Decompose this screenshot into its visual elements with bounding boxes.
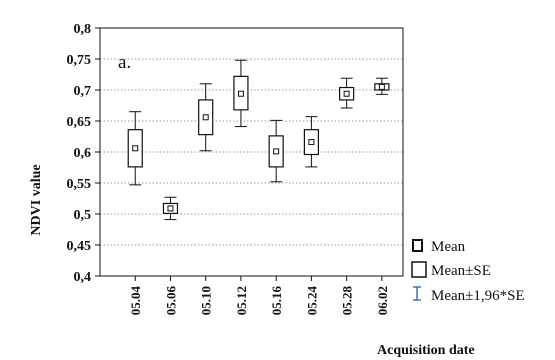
y-axis-label: NDVI value [29, 164, 44, 235]
x-axis-label: Acquisition date [377, 343, 475, 358]
y-tick-label: 0,5 [74, 208, 92, 223]
mean-marker [273, 148, 280, 155]
series-boxes [127, 59, 390, 221]
legend-label-ci: Mean±1,96*SE [431, 288, 525, 304]
mean-marker [308, 139, 315, 146]
box-05.28 [339, 77, 355, 109]
y-axis: 0,4 0,45 0,5 0,55 0,6 0,65 0,7 0,75 0,8 [67, 22, 100, 285]
y-tick-label: 0,8 [74, 22, 92, 37]
x-tick-label: 06.02 [375, 286, 390, 315]
y-tick-label: 0,65 [67, 115, 92, 130]
legend: Mean Mean±SE Mean±1,96*SE [411, 239, 525, 304]
box-05.10 [198, 83, 214, 152]
box-05.04 [127, 111, 143, 186]
mean-marker [132, 145, 139, 152]
mean-marker [378, 83, 385, 90]
x-tick-label: 05.04 [128, 286, 143, 316]
x-tick-label: 05.06 [163, 286, 178, 316]
y-tick-label: 0,6 [74, 146, 92, 161]
legend-mean-symbol [412, 239, 423, 252]
box-05.06 [162, 196, 179, 221]
mean-marker [202, 114, 209, 121]
panel-label: a. [118, 52, 131, 73]
legend-whisker-symbol [413, 286, 421, 301]
x-tick-label: 05.12 [234, 286, 249, 315]
y-tick-label: 0,55 [67, 177, 92, 192]
y-tick-label: 0,4 [74, 270, 92, 285]
legend-label-se: Mean±SE [431, 263, 491, 279]
mean-marker [237, 90, 244, 97]
legend-label-mean: Mean [431, 239, 466, 255]
mean-marker [167, 205, 174, 212]
x-tick-label: 05.28 [340, 286, 355, 316]
y-tick-label: 0,45 [67, 239, 92, 254]
x-tick-label: 05.10 [199, 286, 214, 315]
grid-lines [100, 58, 403, 246]
y-tick-label: 0,7 [74, 84, 92, 99]
mean-marker [343, 90, 350, 97]
x-axis: 05.04 05.06 05.10 05.12 05.16 05.24 05.28 06.02 [128, 276, 390, 315]
x-tick-label: 05.16 [269, 286, 284, 316]
box-05.16 [268, 119, 284, 183]
box-05.12 [233, 59, 249, 128]
box-05.24 [303, 116, 319, 168]
box-06.02 [374, 77, 390, 95]
y-tick-label: 0,75 [67, 53, 92, 68]
legend-se-symbol [411, 261, 427, 278]
x-tick-label: 05.24 [304, 286, 319, 316]
